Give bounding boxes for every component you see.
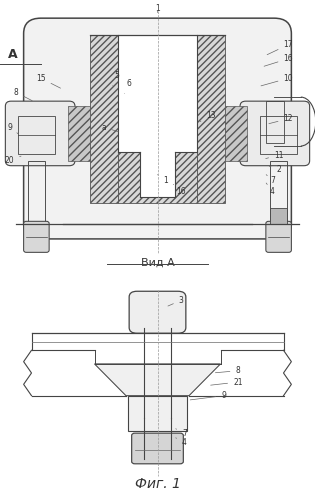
Text: 10: 10 xyxy=(261,74,293,86)
Text: 9: 9 xyxy=(190,391,226,400)
Text: 3: 3 xyxy=(168,296,184,306)
Text: А: А xyxy=(8,48,18,61)
Text: Фиг. 1: Фиг. 1 xyxy=(135,477,180,491)
Bar xyxy=(260,116,297,154)
Polygon shape xyxy=(94,364,220,396)
Text: 17: 17 xyxy=(267,40,293,55)
FancyBboxPatch shape xyxy=(5,101,75,166)
FancyBboxPatch shape xyxy=(266,222,291,252)
FancyBboxPatch shape xyxy=(24,18,291,239)
Text: a: a xyxy=(101,123,119,132)
Text: 16: 16 xyxy=(264,54,293,66)
Text: 12: 12 xyxy=(269,114,293,124)
Polygon shape xyxy=(118,35,197,197)
Text: 8: 8 xyxy=(13,88,32,101)
Bar xyxy=(28,161,45,224)
Bar xyxy=(128,396,187,431)
Text: Вид А: Вид А xyxy=(140,257,175,267)
Text: 2: 2 xyxy=(269,165,281,174)
Text: 4: 4 xyxy=(266,183,275,196)
FancyBboxPatch shape xyxy=(240,101,310,166)
Polygon shape xyxy=(118,152,197,203)
Text: 15: 15 xyxy=(36,74,60,88)
Bar xyxy=(270,208,287,224)
Text: 9: 9 xyxy=(7,123,18,134)
Bar xyxy=(18,116,55,154)
Text: 21: 21 xyxy=(211,378,243,387)
Text: 4: 4 xyxy=(176,438,187,447)
Polygon shape xyxy=(68,106,90,161)
Polygon shape xyxy=(90,35,118,203)
Text: 5: 5 xyxy=(113,71,119,85)
Text: 13: 13 xyxy=(200,111,216,122)
Polygon shape xyxy=(197,35,225,203)
Polygon shape xyxy=(225,106,247,161)
FancyBboxPatch shape xyxy=(132,433,183,464)
Text: 7: 7 xyxy=(176,429,187,438)
Text: 8: 8 xyxy=(215,366,240,375)
Text: 1: 1 xyxy=(158,175,168,185)
Bar xyxy=(270,161,287,224)
Text: 6: 6 xyxy=(124,79,132,94)
Text: 1: 1 xyxy=(155,4,160,13)
Text: 7: 7 xyxy=(266,175,275,185)
Bar xyxy=(266,101,284,143)
FancyBboxPatch shape xyxy=(24,222,49,252)
Text: 16: 16 xyxy=(173,185,186,196)
Text: 20: 20 xyxy=(5,156,21,165)
Text: 11: 11 xyxy=(266,151,284,160)
FancyBboxPatch shape xyxy=(129,291,186,333)
